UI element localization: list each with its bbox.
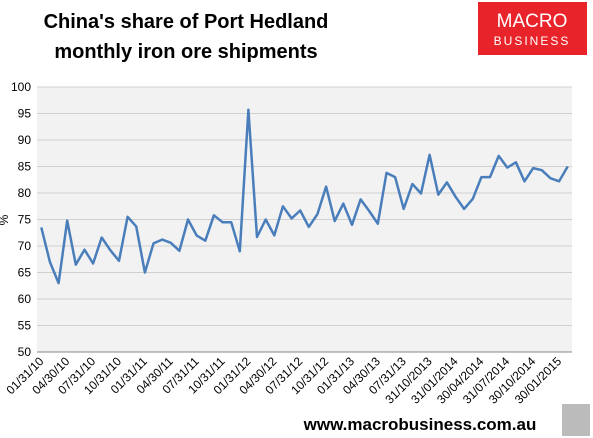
y-axis-label: % xyxy=(0,214,11,225)
wolf-icon xyxy=(562,404,590,436)
y-tick-label: 95 xyxy=(18,107,32,121)
brand-text: MACRO xyxy=(497,11,568,32)
y-tick-label: 100 xyxy=(11,80,31,94)
chart-title: monthly iron ore shipments xyxy=(54,41,317,63)
y-tick-label: 85 xyxy=(18,160,32,174)
brand-logo xyxy=(478,2,587,55)
y-tick-label: 75 xyxy=(18,213,32,227)
y-tick-label: 70 xyxy=(18,239,32,253)
y-tick-label: 50 xyxy=(18,345,32,359)
chart-title: China's share of Port Hedland xyxy=(44,11,329,33)
brand-text: BUSINESS xyxy=(494,34,571,48)
y-tick-label: 55 xyxy=(18,319,32,333)
y-tick-label: 65 xyxy=(18,266,32,280)
y-tick-label: 60 xyxy=(18,292,32,306)
y-tick-label: 80 xyxy=(18,186,32,200)
y-tick-label: 90 xyxy=(18,133,32,147)
data-line xyxy=(40,108,569,285)
footer: www.macrobusiness.com.au xyxy=(303,415,537,434)
